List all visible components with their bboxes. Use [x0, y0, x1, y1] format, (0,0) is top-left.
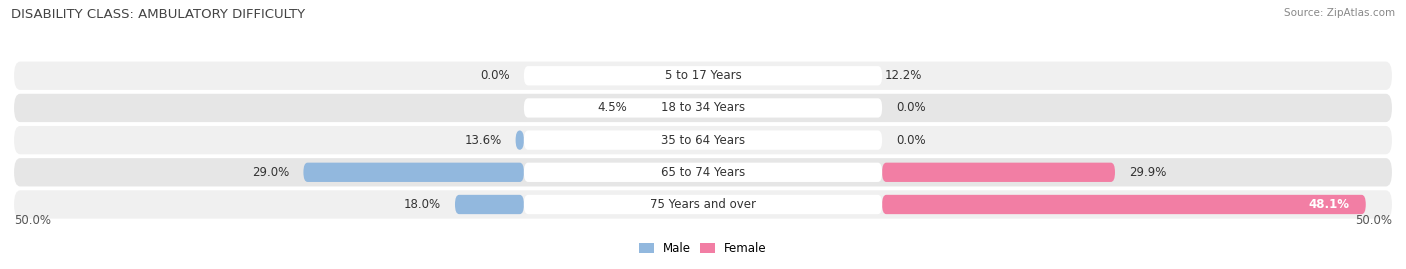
- Text: Source: ZipAtlas.com: Source: ZipAtlas.com: [1284, 8, 1395, 18]
- Text: 0.0%: 0.0%: [896, 101, 925, 114]
- FancyBboxPatch shape: [14, 94, 1392, 122]
- Text: 50.0%: 50.0%: [1355, 214, 1392, 227]
- Legend: Male, Female: Male, Female: [634, 237, 772, 260]
- Text: 75 Years and over: 75 Years and over: [650, 198, 756, 211]
- Text: 18 to 34 Years: 18 to 34 Years: [661, 101, 745, 114]
- Text: 35 to 64 Years: 35 to 64 Years: [661, 134, 745, 147]
- FancyBboxPatch shape: [524, 195, 882, 214]
- FancyBboxPatch shape: [882, 163, 1115, 182]
- Text: 12.2%: 12.2%: [884, 69, 922, 82]
- Text: 48.1%: 48.1%: [1308, 198, 1350, 211]
- FancyBboxPatch shape: [882, 195, 1365, 214]
- Text: 29.9%: 29.9%: [1129, 166, 1166, 179]
- FancyBboxPatch shape: [524, 66, 882, 85]
- FancyBboxPatch shape: [524, 130, 882, 150]
- FancyBboxPatch shape: [14, 158, 1392, 186]
- Text: 29.0%: 29.0%: [253, 166, 290, 179]
- FancyBboxPatch shape: [524, 98, 882, 118]
- Text: 5 to 17 Years: 5 to 17 Years: [665, 69, 741, 82]
- FancyBboxPatch shape: [456, 195, 524, 214]
- Text: 0.0%: 0.0%: [481, 69, 510, 82]
- FancyBboxPatch shape: [14, 190, 1392, 219]
- FancyBboxPatch shape: [14, 126, 1392, 154]
- FancyBboxPatch shape: [516, 130, 524, 150]
- Text: 4.5%: 4.5%: [598, 101, 627, 114]
- Text: 65 to 74 Years: 65 to 74 Years: [661, 166, 745, 179]
- Text: DISABILITY CLASS: AMBULATORY DIFFICULTY: DISABILITY CLASS: AMBULATORY DIFFICULTY: [11, 8, 305, 21]
- Text: 13.6%: 13.6%: [464, 134, 502, 147]
- FancyBboxPatch shape: [14, 62, 1392, 90]
- FancyBboxPatch shape: [524, 163, 882, 182]
- Text: 50.0%: 50.0%: [14, 214, 51, 227]
- FancyBboxPatch shape: [304, 163, 524, 182]
- Text: 18.0%: 18.0%: [404, 198, 441, 211]
- Text: 0.0%: 0.0%: [896, 134, 925, 147]
